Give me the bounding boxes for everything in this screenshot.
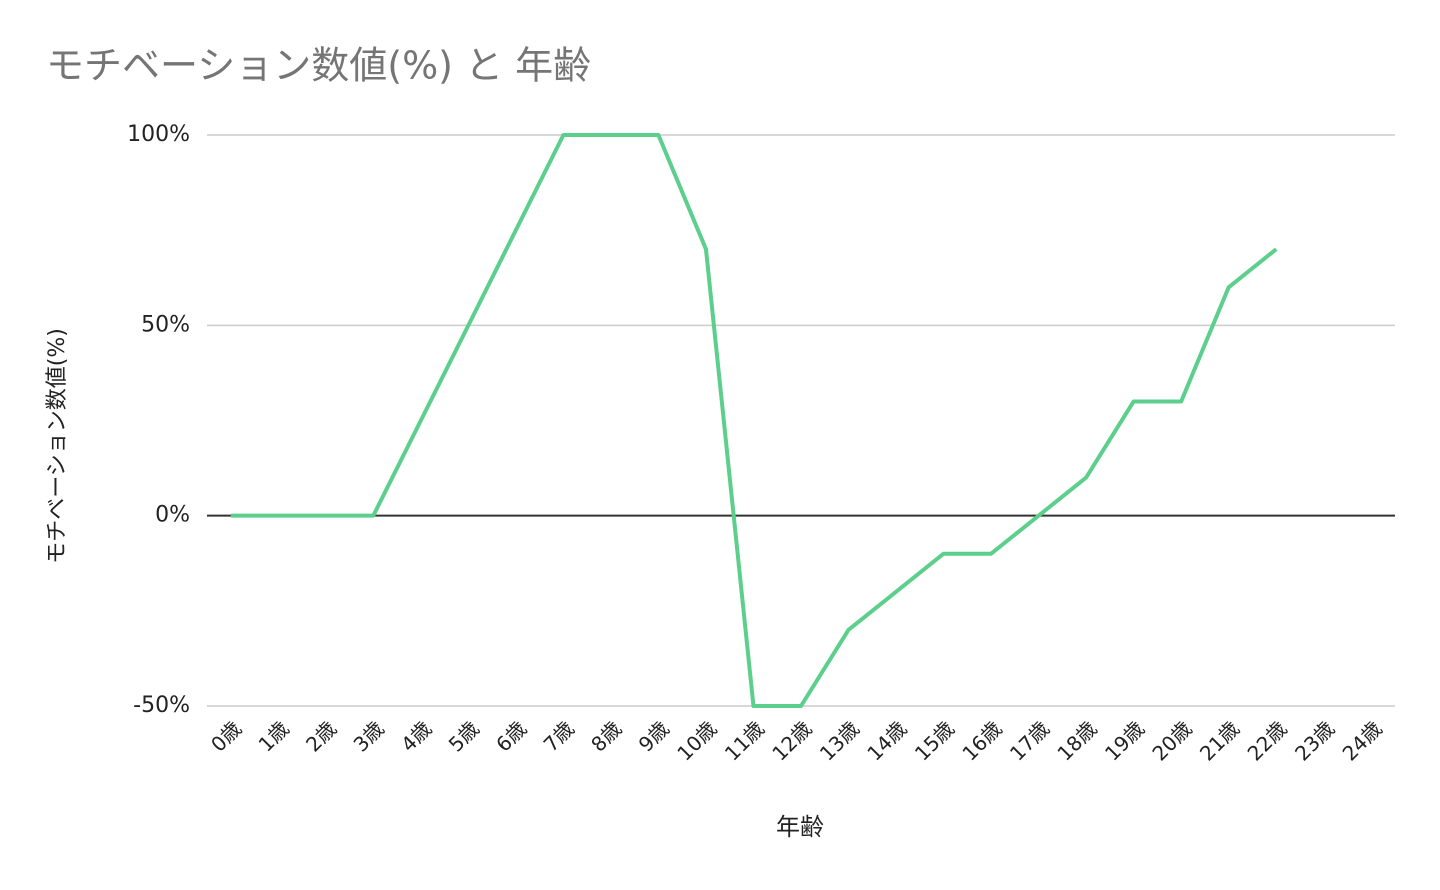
x-axis-label: 年齢 (776, 813, 824, 841)
x-tick-label: 21歳 (1195, 716, 1244, 765)
x-tick-label: 13歳 (815, 716, 864, 765)
x-tick-label: 7歳 (539, 716, 579, 756)
y-tick-label: 100% (127, 122, 190, 147)
x-tick-label: 1歳 (254, 716, 294, 756)
x-tick-label: 5歳 (444, 716, 484, 756)
x-tick-label: 4歳 (396, 716, 436, 756)
x-tick-label: 23歳 (1290, 716, 1339, 765)
x-tick-label: 2歳 (301, 716, 341, 756)
x-tick-label: 12歳 (767, 716, 816, 765)
x-tick-label: 17歳 (1005, 716, 1054, 765)
x-tick-label: 10歳 (672, 716, 721, 765)
x-tick-label: 22歳 (1243, 716, 1292, 765)
x-tick-label: 11歳 (720, 716, 769, 765)
y-tick-label: -50% (133, 693, 190, 718)
x-tick-label: 24歳 (1338, 716, 1387, 765)
y-axis-label: モチベーション数値(%) (45, 328, 70, 564)
x-tick-label: 19歳 (1100, 716, 1149, 765)
x-tick-label: 20歳 (1147, 716, 1196, 765)
x-tick-label: 16歳 (957, 716, 1006, 765)
x-tick-label: 14歳 (862, 716, 911, 765)
x-tick-label: 9歳 (634, 716, 674, 756)
y-tick-label: 0% (155, 503, 190, 528)
chart-title: モチベーション数値(%) と 年齢 (46, 44, 591, 88)
x-tick-label: 0歳 (206, 716, 246, 756)
x-tick-label: 8歳 (586, 716, 626, 756)
data-line (230, 133, 1278, 708)
x-tick-label: 18歳 (1052, 716, 1101, 765)
x-tick-label: 15歳 (910, 716, 959, 765)
x-tick-label: 3歳 (349, 716, 389, 756)
x-tick-label: 6歳 (491, 716, 531, 756)
y-tick-label: 50% (141, 312, 190, 337)
